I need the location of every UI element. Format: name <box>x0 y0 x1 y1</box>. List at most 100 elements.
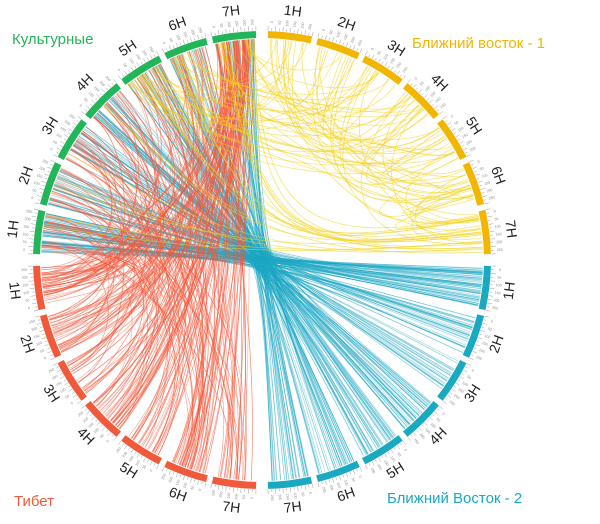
scale-tick-label: 150 <box>23 224 29 229</box>
scale-tick <box>42 181 46 183</box>
scale-tick <box>112 435 114 437</box>
scale-tick <box>375 460 376 462</box>
scale-tick <box>429 417 432 420</box>
scale-tick <box>113 437 116 440</box>
scale-tick <box>467 155 471 157</box>
scale-tick-label: 50 <box>419 81 425 87</box>
scale-tick-label: 250 <box>321 486 326 493</box>
chromosome-label-ne1-6H: 6H <box>488 164 509 186</box>
scale-tick <box>45 178 47 179</box>
scale-tick <box>130 450 133 454</box>
scale-tick-label: 250 <box>148 46 154 53</box>
scale-tick <box>118 75 121 79</box>
scale-tick-label: 200 <box>190 29 196 36</box>
scale-tick-label: 200 <box>329 484 335 491</box>
scale-tick <box>346 473 348 477</box>
scale-tick <box>190 37 191 41</box>
scale-tick <box>180 43 181 45</box>
scale-tick <box>143 458 145 462</box>
scale-tick <box>480 330 484 331</box>
scale-tick <box>465 367 467 368</box>
scale-tick-label: 0 <box>70 401 74 405</box>
scale-tick <box>408 79 411 82</box>
scale-tick <box>391 66 394 70</box>
scale-tick <box>85 110 87 112</box>
scale-tick <box>485 203 489 204</box>
scale-tick <box>465 152 467 153</box>
scale-tick <box>97 95 100 98</box>
scale-tick <box>388 66 389 68</box>
scale-tick-label: 0 <box>358 475 362 478</box>
scale-tick <box>448 395 452 398</box>
scale-tick <box>478 181 482 183</box>
scale-tick <box>30 288 34 289</box>
scale-tick <box>60 146 62 147</box>
scale-tick <box>218 485 219 489</box>
scale-tick <box>91 100 94 103</box>
scale-tick-label: 50 <box>300 492 305 497</box>
scale-tick-label: 200 <box>31 326 38 332</box>
scale-tick-label: 50 <box>497 276 501 280</box>
scale-tick <box>411 435 413 437</box>
chromosome-label-ne1-4H: 4H <box>428 70 452 94</box>
scale-tick <box>37 323 41 324</box>
scale-tick <box>403 75 406 79</box>
scale-tick-label: 200 <box>418 433 425 440</box>
scale-tick <box>357 469 358 471</box>
scale-tick <box>148 58 149 60</box>
scale-tick <box>176 473 178 477</box>
scale-tick-label: 50 <box>190 485 195 490</box>
scale-tick <box>369 463 370 465</box>
scale-tick <box>53 155 57 157</box>
scale-tick-label: 0 <box>322 29 326 32</box>
scale-tick <box>137 454 139 458</box>
scale-tick-label: 200 <box>350 37 356 44</box>
scale-tick-label: 50 <box>396 452 402 458</box>
scale-tick-label: 250 <box>77 411 84 418</box>
scale-tick <box>143 58 145 62</box>
scale-tick <box>432 414 434 416</box>
group-label-near-east-2: Ближний Восток - 2 <box>387 490 522 507</box>
scale-tick <box>176 42 178 46</box>
scale-tick <box>298 29 299 33</box>
scale-tick <box>456 383 460 385</box>
scale-tick-label: 250 <box>197 27 202 34</box>
scale-tick-label: 50 <box>329 30 334 35</box>
scale-tick <box>102 89 105 92</box>
scale-tick <box>205 33 206 37</box>
scale-tick <box>394 70 395 72</box>
scale-tick-label: 200 <box>168 476 174 483</box>
scale-tick <box>480 188 484 189</box>
scale-tick <box>397 446 400 450</box>
scale-tick <box>40 327 42 328</box>
scale-tick <box>137 62 139 66</box>
scale-tick-label: 250 <box>104 75 111 82</box>
scale-tick-label: 50 <box>52 140 57 145</box>
scale-tick-label: 0 <box>79 104 83 108</box>
scale-tick <box>322 36 323 38</box>
scale-tick <box>460 376 464 378</box>
scale-tick <box>31 296 35 297</box>
scale-tick <box>169 471 171 475</box>
scale-tick <box>490 288 494 289</box>
scale-tick <box>429 100 432 103</box>
scale-tick <box>154 55 155 57</box>
scale-tick <box>77 120 79 122</box>
scale-tick <box>424 422 427 425</box>
scale-tick <box>205 483 206 487</box>
scale-tick-label: 150 <box>495 232 501 237</box>
scale-tick <box>202 482 203 484</box>
scale-tick <box>305 30 306 34</box>
group-label-cultivated: Культурные <box>12 31 93 48</box>
scale-tick <box>180 475 181 477</box>
scale-tick-label: 0 <box>149 469 153 473</box>
scale-tick-label: 200 <box>39 166 46 172</box>
scale-tick-label: 0 <box>441 412 445 416</box>
scale-tick <box>470 160 474 162</box>
scale-tick-label: 250 <box>48 367 55 373</box>
scale-tick <box>365 51 367 55</box>
scale-tick <box>483 196 487 197</box>
scale-tick <box>473 167 477 169</box>
scale-tick-label: 200 <box>465 139 472 145</box>
